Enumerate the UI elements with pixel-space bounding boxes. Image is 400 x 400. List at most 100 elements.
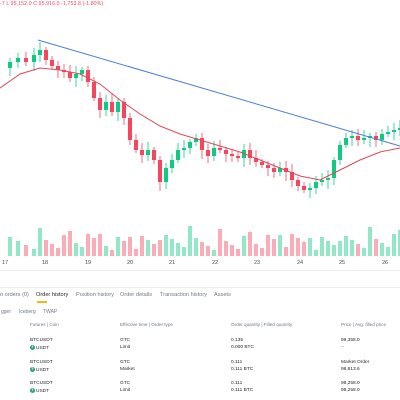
subtab-trigger[interactable]: gger bbox=[1, 309, 12, 315]
coin-label: ₮ USDT bbox=[30, 388, 50, 394]
volume-bar bbox=[32, 249, 36, 256]
volume-bar bbox=[374, 239, 378, 256]
candle-body bbox=[350, 136, 354, 138]
volume-bar bbox=[182, 247, 186, 256]
tab-position-history[interactable]: Position history bbox=[76, 292, 114, 298]
candle-body bbox=[290, 172, 294, 180]
tab-assets[interactable]: Assets bbox=[214, 292, 231, 298]
volume-bar bbox=[344, 236, 348, 256]
candlestick-chart[interactable] bbox=[0, 0, 400, 258]
candle-body bbox=[206, 150, 210, 156]
filled-quantity: 0.111 BTC bbox=[231, 367, 254, 372]
volume-bar bbox=[212, 250, 216, 256]
candle-body bbox=[164, 168, 168, 182]
candle-body bbox=[302, 186, 306, 190]
candle-body bbox=[230, 154, 234, 156]
table-row[interactable]: BTCUSDT ₮ USDT GTC Limit 0.135 0.000 BTC … bbox=[0, 338, 400, 354]
volume-bar bbox=[50, 244, 54, 256]
volume-bar bbox=[206, 246, 210, 256]
volume-bar bbox=[224, 241, 228, 256]
x-tick: 24 bbox=[296, 260, 304, 266]
volume-bar bbox=[194, 238, 198, 256]
volume-bar bbox=[266, 235, 270, 256]
candle-body bbox=[200, 138, 204, 150]
volume-bar bbox=[398, 230, 400, 256]
candle-body bbox=[326, 178, 330, 180]
candle-body bbox=[194, 138, 198, 142]
candle-body bbox=[272, 168, 276, 172]
volume-bar bbox=[170, 239, 174, 256]
divider bbox=[0, 270, 400, 271]
candle-body bbox=[38, 50, 42, 55]
candle-body bbox=[8, 62, 12, 68]
active-tab-indicator bbox=[37, 301, 47, 303]
subtab-iceberg[interactable]: Iceberg bbox=[19, 309, 36, 315]
volume-bar bbox=[146, 240, 150, 256]
volume-bar bbox=[356, 244, 360, 256]
volume-bar bbox=[236, 249, 240, 256]
candle-body bbox=[140, 150, 144, 155]
tab-transaction-history[interactable]: Transaction history bbox=[160, 292, 208, 298]
candle-body bbox=[278, 168, 282, 172]
volume-bar bbox=[350, 240, 354, 256]
volume-bar bbox=[260, 248, 264, 256]
volume-bar bbox=[98, 234, 102, 256]
volume-bar bbox=[122, 241, 126, 256]
x-tick: 21 bbox=[168, 260, 176, 266]
candle-body bbox=[260, 162, 264, 165]
candle-body bbox=[212, 148, 216, 156]
volume-bar bbox=[8, 237, 12, 256]
tab-order-details[interactable]: Order details bbox=[120, 292, 153, 298]
table-header: Futures | Coin Effective time | Order ty… bbox=[0, 322, 400, 332]
order-price: 99,358.0 bbox=[341, 338, 360, 343]
candle-body bbox=[320, 180, 324, 182]
volume-bar bbox=[44, 240, 48, 256]
volume-bar bbox=[326, 241, 330, 256]
volume-bar bbox=[272, 239, 276, 256]
tab-open-orders[interactable]: n orders (0) bbox=[0, 292, 29, 298]
candle-body bbox=[296, 180, 300, 186]
filled-quantity: 0.111 BTC bbox=[231, 388, 254, 393]
volume-bar bbox=[338, 241, 342, 256]
volume-bar bbox=[116, 237, 120, 256]
candle-body bbox=[44, 50, 48, 60]
symbol: BTCUSDT bbox=[30, 360, 53, 365]
volume-bar bbox=[134, 249, 138, 256]
symbol: BTCUSDT bbox=[30, 338, 53, 343]
volume-bar bbox=[248, 232, 252, 256]
volume-bar bbox=[296, 238, 300, 256]
volume-bar bbox=[140, 236, 144, 256]
divider bbox=[0, 287, 400, 288]
tab-order-history[interactable]: Order history bbox=[36, 292, 69, 298]
x-tick: 22 bbox=[211, 260, 219, 266]
order-type: Limit bbox=[120, 388, 131, 393]
candle-body bbox=[338, 145, 342, 160]
volume-bar bbox=[104, 246, 108, 256]
x-tick: 26 bbox=[381, 260, 389, 266]
volume-bar bbox=[230, 245, 234, 256]
volume-bar bbox=[24, 245, 28, 256]
volume-bar bbox=[110, 250, 114, 256]
col-price: Price | Avg. filled price bbox=[341, 322, 387, 327]
avg-filled-price: 98,258.0 bbox=[341, 388, 360, 393]
coin-label: ₮ USDT bbox=[30, 345, 50, 351]
volume-bar bbox=[86, 234, 90, 256]
table-row[interactable]: BTCUSDT ₮ USDT GTC Market 0.111 0.111 BTC… bbox=[0, 360, 400, 376]
candle-body bbox=[50, 60, 54, 66]
candle-body bbox=[332, 160, 336, 178]
volume-bar bbox=[302, 242, 306, 256]
subtab-twap[interactable]: TWAP bbox=[43, 309, 58, 315]
volume-bar bbox=[92, 238, 96, 256]
volume-bar bbox=[200, 242, 204, 256]
volume-bar bbox=[176, 243, 180, 256]
volume-bar bbox=[62, 235, 66, 256]
order-price: Market Order bbox=[341, 360, 370, 365]
volume-bar bbox=[380, 243, 384, 256]
candle-body bbox=[248, 150, 252, 158]
price-chart[interactable]: -7 L 95,152.0 C 95,916.0 -1,753.8 (-1.80… bbox=[0, 0, 400, 268]
candle-body bbox=[344, 138, 348, 145]
volume-bar bbox=[164, 235, 168, 256]
usdt-icon: ₮ bbox=[30, 367, 35, 372]
table-row[interactable]: BTCUSDT ₮ USDT GTC Limit 0.111 0.111 BTC … bbox=[0, 381, 400, 397]
candle-body bbox=[182, 148, 186, 150]
